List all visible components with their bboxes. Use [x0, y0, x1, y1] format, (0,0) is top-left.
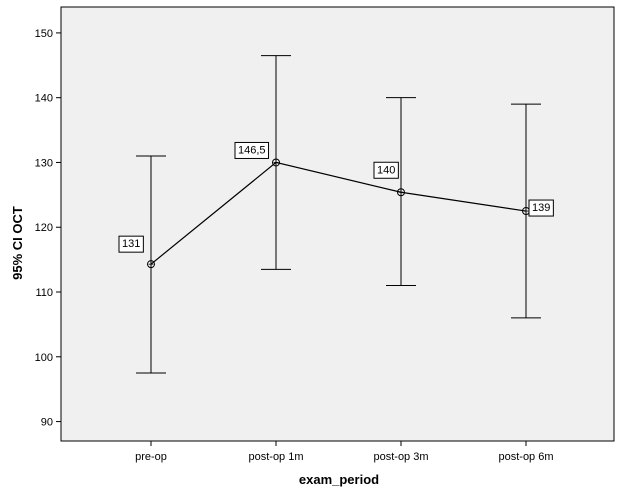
point-labels: 131 146,5 140 139	[118, 141, 554, 253]
mean-point	[147, 260, 155, 269]
x-tick-label: post-op 6m	[498, 451, 553, 463]
y-axis-title: 95% CI OCT	[10, 206, 25, 280]
x-tick-label: post-op 1m	[248, 451, 303, 463]
point-label-box	[234, 141, 270, 159]
point-label: 139	[528, 199, 554, 217]
point-label-text: 146,5	[238, 144, 266, 156]
point-label-box	[118, 235, 144, 253]
y-tick-label: 110	[35, 287, 53, 299]
y-tick-label: 130	[35, 157, 53, 169]
point-label: 140	[373, 161, 399, 179]
plot-area	[60, 6, 615, 442]
x-tick-label: post-op 3m	[373, 451, 428, 463]
x-axis-ticks: pre-op post-op 1m post-op 3m post-op 6m	[135, 441, 554, 463]
y-tick-label: 90	[41, 417, 53, 429]
mean-point	[397, 188, 405, 197]
y-tick-label: 120	[35, 222, 53, 234]
point-label-box	[373, 161, 399, 179]
mean-points	[147, 158, 530, 269]
mean-line	[150, 161, 527, 265]
y-tick-label: 100	[35, 352, 53, 364]
y-axis-ticks: 90 100 110 120 130 140 150	[35, 28, 61, 429]
point-label-text: 140	[377, 164, 395, 176]
point-label-box	[528, 199, 554, 217]
y-tick-label: 140	[35, 93, 53, 105]
x-tick-label: pre-op	[135, 451, 167, 463]
point-label: 146,5	[234, 141, 270, 159]
point-label: 131	[118, 235, 144, 253]
error-bars	[136, 55, 541, 374]
mean-point	[272, 158, 280, 167]
y-tick-label: 150	[35, 28, 53, 40]
x-axis-title: exam_period	[299, 472, 379, 487]
point-label-text: 131	[122, 238, 140, 250]
point-label-text: 139	[532, 202, 550, 214]
